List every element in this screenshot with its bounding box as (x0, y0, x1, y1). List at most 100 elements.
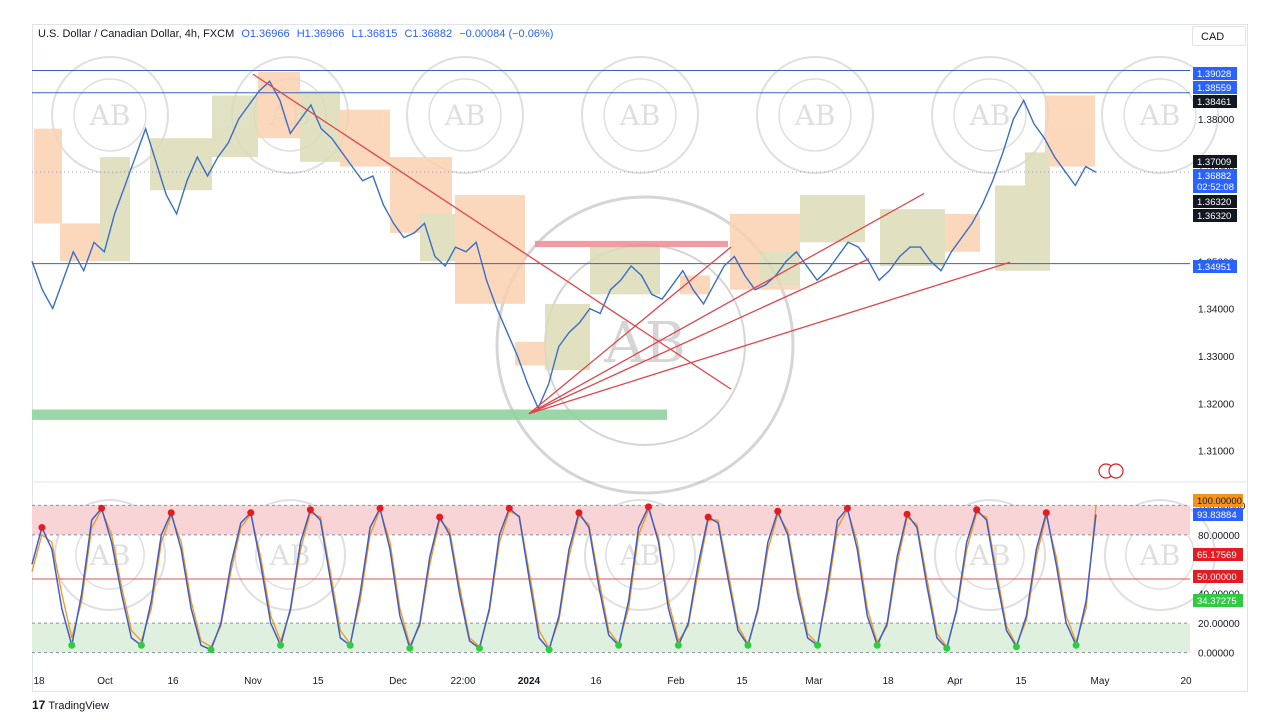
currency-button[interactable]: CAD (1192, 26, 1246, 46)
oscillator-axis-tick: 20.00000 (1198, 619, 1240, 630)
overbought-marker (704, 513, 712, 521)
oversold-marker (137, 641, 145, 649)
time-axis-tick: 2024 (518, 676, 541, 687)
oscillator-label: 100.00000 (1197, 496, 1242, 507)
seal-ring (934, 499, 1046, 611)
price-label: 1.38559 (1197, 83, 1231, 94)
time-axis-tick: 15 (1015, 676, 1027, 687)
tradingview-brand[interactable]: 17 TradingView (32, 698, 109, 712)
range-box (545, 303, 590, 371)
range-box (880, 209, 945, 266)
price-label: 1.39028 (1197, 69, 1231, 80)
range-box (34, 128, 62, 224)
resistance-zone (535, 240, 728, 248)
overbought-marker (306, 506, 314, 514)
watermark-seal-icon: AB (934, 499, 1046, 611)
overbought-marker (436, 513, 444, 521)
seal-monogram: AB (619, 99, 661, 132)
overbought-marker (575, 509, 583, 517)
oversold-marker (674, 641, 682, 649)
price-axis-tick: 1.38000 (1198, 115, 1235, 126)
range-box (800, 194, 865, 243)
price-label: 1.36882 (1197, 171, 1231, 182)
seal-ring (756, 56, 874, 174)
high-value: H1.36966 (296, 28, 345, 40)
watermark-seal-icon: AB (234, 499, 346, 611)
range-box (150, 138, 212, 191)
low-value: L1.36815 (351, 28, 398, 40)
oversold-marker (1012, 643, 1020, 651)
seal-monogram: AB (969, 539, 1011, 572)
seal-inner-ring (428, 78, 502, 152)
seal-ring (581, 56, 699, 174)
oscillator-label: 93.83884 (1197, 510, 1237, 521)
time-axis-tick: Oct (97, 676, 113, 687)
time-axis-tick: 15 (312, 676, 324, 687)
overbought-marker (505, 504, 513, 512)
oscillator-axis-tick: 80.00000 (1198, 531, 1240, 542)
oscillator-band (32, 505, 1190, 535)
seal-monogram: AB (969, 99, 1011, 132)
price-label-bg (1193, 155, 1237, 168)
change-value: −0.00084 (−0.06%) (459, 28, 554, 40)
support-zone (32, 409, 667, 420)
flag-circle (1108, 463, 1124, 479)
price-label: 1.37009 (1197, 157, 1231, 168)
range-box (515, 341, 545, 366)
seal-ring (406, 56, 524, 174)
price-label: 1.36320 (1197, 197, 1231, 208)
range-box (340, 109, 390, 167)
tradingview-logo-icon: 17 (32, 698, 46, 712)
oscillator-label-bg (1193, 508, 1243, 521)
overbought-marker (167, 509, 175, 517)
range-box (420, 213, 455, 262)
time-axis-tick: May (1091, 676, 1110, 687)
oscillator-label: 50.00000 (1197, 572, 1237, 583)
oversold-marker (943, 644, 951, 652)
time-axis-tick: Mar (805, 676, 823, 687)
price-label: 1.34951 (1197, 262, 1231, 273)
price-label: 02:52:08 (1197, 182, 1234, 193)
trendline (528, 261, 1011, 415)
overbought-marker (376, 504, 384, 512)
close-value: C1.36882 (404, 28, 453, 40)
watermark-seal-icon: AB (581, 56, 699, 174)
overbought-marker (1042, 509, 1050, 517)
trendline (528, 192, 925, 415)
oversold-marker (475, 644, 483, 652)
price-axis-tick: 1.37000 (1198, 163, 1235, 174)
range-box (100, 157, 130, 262)
range-box (590, 247, 660, 295)
range-box (760, 251, 800, 285)
time-axis-tick: 18 (882, 676, 894, 687)
seal-inner-ring (1123, 78, 1197, 152)
overbought-marker (903, 510, 911, 518)
seal-monogram: AB (619, 539, 661, 572)
time-axis-tick: 15 (736, 676, 748, 687)
price-label-bg (1193, 209, 1237, 222)
large-seal-ring (495, 195, 795, 495)
price-label: 1.38461 (1197, 97, 1231, 108)
time-axis-tick: 16 (590, 676, 602, 687)
price-label-bg (1193, 67, 1237, 80)
overbought-marker (774, 507, 782, 515)
oscillator-label-bg (1193, 494, 1243, 507)
flag-icon (1098, 463, 1124, 479)
price-series-line (31, 80, 1097, 410)
oscillator-label-bg (1193, 548, 1243, 561)
range-box (455, 194, 525, 304)
oscillator-label: 34.37275 (1197, 596, 1237, 607)
time-axis-tick: 22:00 (450, 676, 475, 687)
overbought-marker (973, 506, 981, 514)
oscillator-axis-tick: 0.00000 (1198, 649, 1235, 660)
large-seal-monogram: AB (603, 311, 686, 376)
seal-monogram: AB (444, 99, 486, 132)
symbol-name[interactable]: U.S. Dollar / Canadian Dollar, 4h, FXCM (38, 28, 235, 40)
time-axis-tick: Nov (244, 676, 262, 687)
price-axis-tick: 1.34000 (1198, 305, 1235, 316)
time-axis-tick: Apr (947, 676, 963, 687)
watermark-seal-icon: AB (1101, 56, 1219, 174)
seal-monogram: AB (794, 99, 836, 132)
range-box (1045, 95, 1095, 167)
